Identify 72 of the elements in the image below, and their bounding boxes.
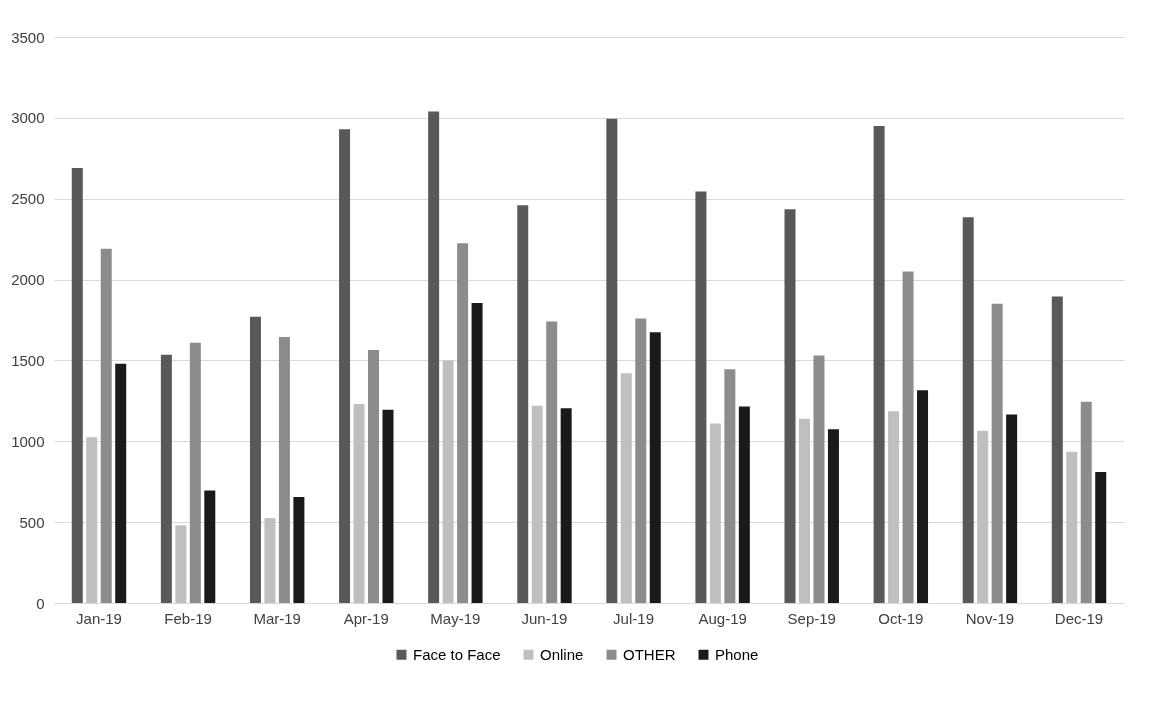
- bar: [428, 111, 440, 603]
- x-tick-label: Apr-19: [343, 609, 389, 627]
- bar: [100, 248, 112, 603]
- x-tick-label: Mar-19: [253, 609, 301, 627]
- bar: [382, 409, 394, 603]
- bar: [264, 518, 276, 603]
- bar: [471, 303, 483, 603]
- legend-label: Online: [540, 645, 584, 663]
- bar: [1080, 401, 1092, 603]
- bar: [249, 316, 261, 603]
- bar: [175, 525, 187, 603]
- bar: [560, 408, 572, 603]
- x-tick-label: Sep-19: [787, 609, 836, 627]
- bar: [813, 355, 825, 603]
- bar: [368, 349, 380, 603]
- y-tick-label: 2500: [11, 190, 45, 208]
- bar: [888, 411, 900, 603]
- bar: [160, 354, 172, 603]
- y-tick-label: 1500: [11, 351, 45, 369]
- x-tick-label: Dec-19: [1054, 609, 1104, 627]
- x-tick-label: Jul-19: [613, 609, 654, 627]
- bar: [339, 129, 351, 603]
- bar: [517, 205, 529, 603]
- bar: [531, 405, 543, 603]
- bar: [1006, 414, 1018, 603]
- bar: [873, 125, 885, 603]
- y-tick-label: 2000: [11, 271, 45, 289]
- bar: [1051, 296, 1063, 603]
- bar: [71, 167, 83, 603]
- y-tick-label: 3500: [11, 28, 45, 46]
- x-tick-label: Aug-19: [698, 609, 747, 627]
- x-tick-label: May-19: [430, 609, 481, 627]
- x-tick-label: Oct-19: [878, 609, 924, 627]
- bar: [784, 209, 796, 603]
- bar: [827, 429, 839, 603]
- bar: [977, 430, 989, 603]
- bar: [353, 404, 365, 603]
- bar: [962, 217, 974, 603]
- bar: [546, 321, 558, 603]
- legend-label: Face to Face: [413, 645, 501, 663]
- bar: [204, 490, 216, 603]
- bar: [189, 342, 201, 603]
- bar: [278, 336, 290, 603]
- bar: [695, 191, 707, 603]
- bar: [649, 332, 661, 603]
- legend-label: Phone: [715, 645, 759, 663]
- bar: [991, 303, 1003, 603]
- bar: [917, 390, 929, 603]
- x-tick-label: Jun-19: [521, 609, 568, 627]
- x-tick-label: Nov-19: [965, 609, 1015, 627]
- y-tick-label: 0: [36, 594, 45, 612]
- bar: [798, 418, 810, 603]
- bar: [606, 118, 618, 603]
- bar: [738, 406, 750, 603]
- bar: [620, 373, 632, 603]
- bar: [115, 363, 127, 603]
- y-tick-label: 3000: [11, 109, 45, 127]
- bar: [709, 423, 721, 603]
- bar: [86, 437, 98, 603]
- legend-label: OTHER: [623, 645, 676, 663]
- x-tick-label: Jan-19: [76, 609, 122, 627]
- y-tick-label: 500: [19, 513, 45, 531]
- bar: [635, 318, 647, 603]
- bar: [1095, 472, 1107, 603]
- bar: [457, 243, 469, 603]
- x-tick-label: Feb-19: [164, 609, 212, 627]
- bar: [442, 360, 454, 603]
- y-tick-label: 1000: [11, 432, 45, 450]
- bar: [293, 497, 305, 603]
- bar: [724, 369, 736, 603]
- bar: [902, 271, 914, 603]
- bar: [1066, 451, 1078, 603]
